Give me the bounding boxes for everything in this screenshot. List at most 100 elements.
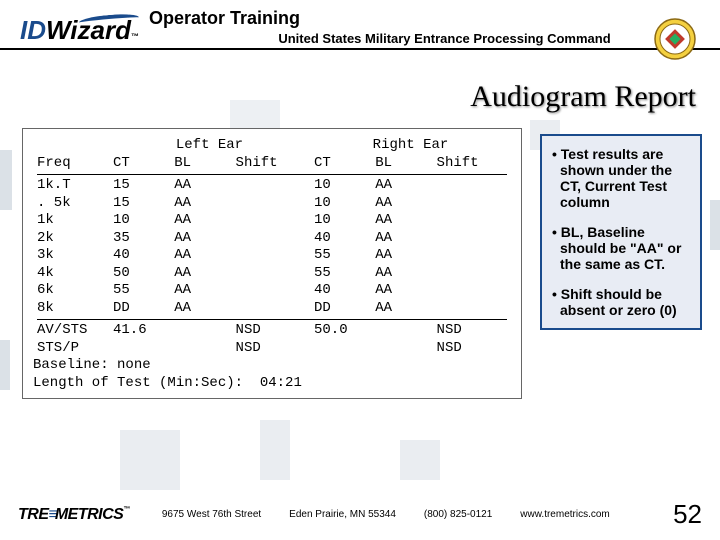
table-cell [232, 212, 310, 230]
table-cell [232, 230, 310, 248]
table-cell: 10 [310, 177, 371, 195]
table-cell: AA [170, 247, 231, 265]
table-cell: AA [371, 282, 432, 300]
decorative-block [260, 420, 290, 480]
logo-tm: ™ [131, 32, 139, 41]
header-titles: Operator Training United States Military… [149, 8, 700, 46]
table-cell [371, 322, 432, 340]
info-bullet: • Shift should be absent or zero (0) [552, 286, 690, 318]
tre-logo-left: TRE [18, 506, 49, 523]
table-cell [433, 177, 511, 195]
tremetrics-logo: TRE≡METRICS™ [18, 506, 130, 524]
table-cell [232, 177, 310, 195]
table-cell: AA [170, 265, 231, 283]
table-cell: NSD [433, 340, 511, 358]
table-cell [170, 340, 231, 358]
table-cell: 50 [109, 265, 170, 283]
table-cell: AA [371, 195, 432, 213]
column-header-row: Freq CT BL Shift CT BL Shift [33, 155, 511, 173]
table-cell: 55 [310, 265, 371, 283]
table-cell: 3k [33, 247, 109, 265]
table-cell [433, 212, 511, 230]
table-cell [433, 282, 511, 300]
table-row: 1k.T15AA10AA [33, 177, 511, 195]
table-cell: AA [371, 247, 432, 265]
table-cell [232, 265, 310, 283]
footer-city: Eden Prairie, MN 55344 [289, 509, 396, 520]
table-cell: 10 [109, 212, 170, 230]
table-row: . 5k15AA10AA [33, 195, 511, 213]
header: IDWizard™ Operator Training United State… [0, 0, 720, 50]
decorative-block [710, 200, 720, 250]
table-cell: DD [310, 300, 371, 318]
table-cell: AA [371, 177, 432, 195]
table-cell: AA [371, 212, 432, 230]
table-cell: AA [371, 300, 432, 318]
footer-address: 9675 West 76th Street [162, 509, 261, 520]
tre-logo-right: METRICS [55, 506, 124, 523]
info-bullet-text: Shift should be absent or zero (0) [560, 286, 677, 318]
idwizard-logo: IDWizard™ [20, 15, 139, 46]
info-bullet: • Test results are shown under the CT, C… [552, 146, 690, 210]
usmepcom-crest-icon [654, 18, 696, 60]
footer: TRE≡METRICS™ 9675 West 76th Street Eden … [0, 499, 720, 530]
info-callout-box: • Test results are shown under the CT, C… [540, 134, 702, 330]
table-cell: AA [170, 300, 231, 318]
table-cell: NSD [433, 322, 511, 340]
table-cell: AA [371, 230, 432, 248]
table-cell: 1k [33, 212, 109, 230]
baseline-line: Baseline: none [33, 357, 511, 375]
table-cell: 50.0 [310, 322, 371, 340]
table-cell [109, 340, 170, 358]
table-cell: 8k [33, 300, 109, 318]
table-cell [433, 265, 511, 283]
table-cell: AA [170, 195, 231, 213]
decorative-block [400, 440, 440, 480]
table-cell: 55 [310, 247, 371, 265]
table-cell [232, 300, 310, 318]
col-shift-r: Shift [433, 155, 511, 173]
table-cell: 4k [33, 265, 109, 283]
table-cell [433, 247, 511, 265]
info-bullet-text: BL, Baseline should be "AA" or the same … [560, 224, 681, 272]
table-cell: AA [170, 230, 231, 248]
table-cell [232, 282, 310, 300]
table-cell: 40 [310, 230, 371, 248]
decorative-block [120, 430, 180, 490]
table-cell [310, 340, 371, 358]
table-cell: 40 [109, 247, 170, 265]
tre-logo-tm: ™ [123, 506, 130, 513]
table-row: 2k35AA40AA [33, 230, 511, 248]
table-cell: . 5k [33, 195, 109, 213]
table-row: 1k10AA10AA [33, 212, 511, 230]
table-cell: 35 [109, 230, 170, 248]
table-cell: 15 [109, 177, 170, 195]
table-rule [37, 174, 507, 175]
page-title: Audiogram Report [470, 80, 696, 114]
table-cell: NSD [232, 340, 310, 358]
table-cell: 1k.T [33, 177, 109, 195]
table-cell [433, 230, 511, 248]
table-cell: 6k [33, 282, 109, 300]
table-row: STS/P NSD NSD [33, 340, 511, 358]
table-row: 6k55AA40AA [33, 282, 511, 300]
subheading: United States Military Entrance Processi… [149, 31, 700, 46]
table-cell: 40 [310, 282, 371, 300]
info-bullet-text: Test results are shown under the CT, Cur… [560, 146, 672, 210]
table-cell: STS/P [33, 340, 109, 358]
table-rule [37, 319, 507, 320]
right-ear-label: Right Ear [310, 137, 511, 155]
left-ear-label: Left Ear [109, 137, 310, 155]
table-cell: 10 [310, 195, 371, 213]
col-shift-l: Shift [232, 155, 310, 173]
table-cell [433, 195, 511, 213]
col-ct-l: CT [109, 155, 170, 173]
decorative-block [0, 150, 12, 210]
table-cell: DD [109, 300, 170, 318]
audiogram-table: Left Ear Right Ear Freq CT BL Shift CT B… [33, 137, 511, 357]
table-cell: 2k [33, 230, 109, 248]
table-cell [170, 322, 231, 340]
table-cell: 10 [310, 212, 371, 230]
table-cell: AV/STS [33, 322, 109, 340]
table-cell [232, 195, 310, 213]
